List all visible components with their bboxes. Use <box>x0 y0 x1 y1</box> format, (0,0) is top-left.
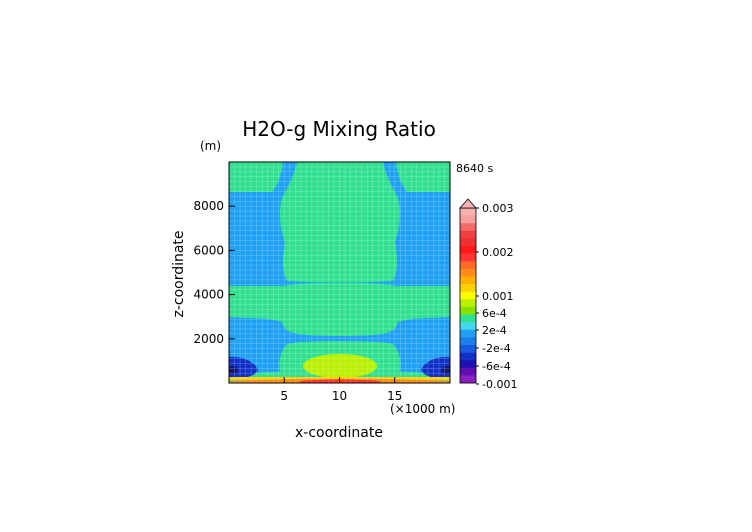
time-label: 8640 s <box>456 162 493 175</box>
moist-region-upper-column <box>280 162 400 283</box>
x-axis-label: x-coordinate <box>295 425 383 441</box>
colorbar-swatch <box>460 269 476 277</box>
z-unit-label: (m) <box>200 139 221 153</box>
moist-region-top-left <box>229 162 283 192</box>
colorbar-swatch <box>460 238 476 246</box>
colorbar-swatch <box>460 315 476 323</box>
grid-lines <box>229 162 450 383</box>
colorbar-swatch <box>460 368 476 376</box>
colorbar-label: -6e-4 <box>482 360 511 373</box>
colorbar-swatch <box>460 307 476 315</box>
x-tick-label: 10 <box>332 389 347 403</box>
y-tick-label: 6000 <box>193 243 224 257</box>
y-axis-label: z-coordinate <box>171 230 187 317</box>
colorbar-swatch <box>460 276 476 284</box>
x-unit-label: (×1000 m) <box>390 402 455 416</box>
colorbar-swatch <box>460 299 476 307</box>
colorbar-label: 0.002 <box>482 246 514 259</box>
x-tick-label: 15 <box>387 389 402 403</box>
colorbar-swatch <box>460 322 476 330</box>
colorbar-swatch <box>460 246 476 254</box>
colorbar-swatch <box>460 337 476 345</box>
y-tick-label: 4000 <box>193 288 224 302</box>
colorbar-label: 0.001 <box>482 290 514 303</box>
moist-region-top-right <box>396 162 450 192</box>
colorbar <box>460 199 476 383</box>
colorbar-swatch <box>460 345 476 353</box>
colorbar-label: -0.001 <box>482 378 517 391</box>
y-tick-label: 2000 <box>193 332 224 346</box>
colorbar-swatch <box>460 261 476 269</box>
y-tick-label: 8000 <box>193 199 224 213</box>
colorbar-swatch <box>460 208 476 216</box>
colorbar-swatch <box>460 292 476 300</box>
colorbar-swatch <box>460 353 476 361</box>
colorbar-label: -2e-4 <box>482 342 511 355</box>
colorbar-swatch <box>460 360 476 368</box>
x-tick-label: 5 <box>280 389 288 403</box>
colorbar-swatch <box>460 254 476 262</box>
colorbar-swatch <box>460 231 476 239</box>
colorbar-swatch <box>460 223 476 231</box>
core-bubble <box>303 354 377 378</box>
colorbar-label: 2e-4 <box>482 324 507 337</box>
colorbar-labels: 0.003 0.002 0.001 6e-4 2e-4 -2e-4 -6e-4 -0.001 <box>476 202 517 391</box>
colorbar-label: 6e-4 <box>482 307 507 320</box>
colorbar-swatch <box>460 330 476 338</box>
colorbar-swatch <box>460 375 476 383</box>
chart-title: H2O-g Mixing Ratio <box>242 117 436 141</box>
colorbar-arrow <box>460 199 476 208</box>
colorbar-swatch <box>460 284 476 292</box>
colorbar-swatch <box>460 216 476 224</box>
colorbar-label: 0.003 <box>482 202 514 215</box>
